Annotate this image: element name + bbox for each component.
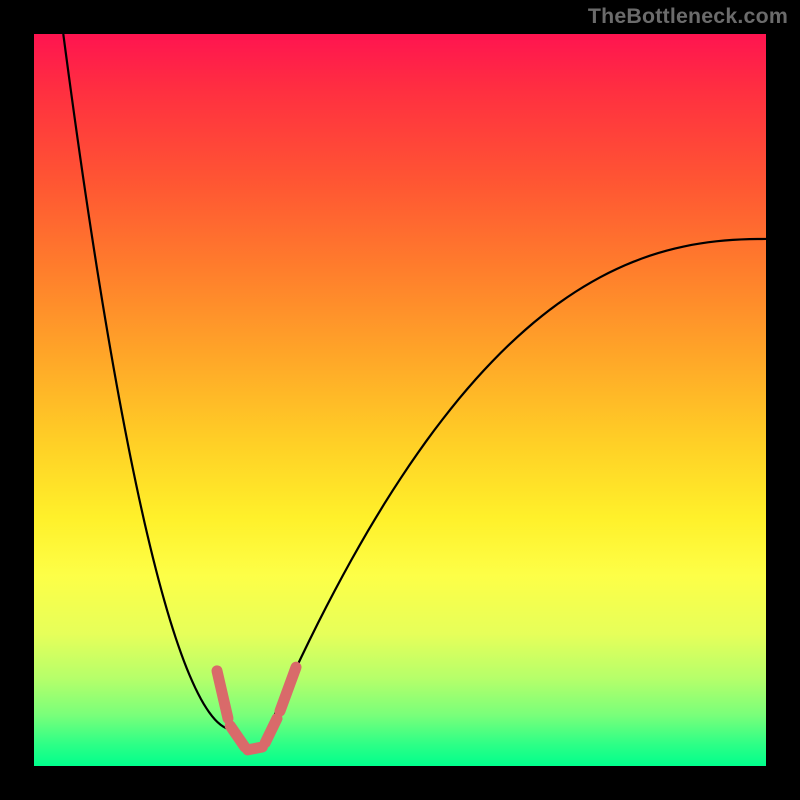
curve-svg <box>34 34 766 766</box>
valley-highlight-seg-3 <box>265 718 277 742</box>
watermark-text: TheBottleneck.com <box>588 4 788 29</box>
valley-highlight-seg-0 <box>217 671 228 719</box>
main-curve <box>63 34 766 750</box>
valley-highlight-seg-1 <box>230 726 245 747</box>
plot-area <box>34 34 766 766</box>
valley-highlight-seg-4 <box>280 667 296 711</box>
outer-frame: TheBottleneck.com <box>0 0 800 800</box>
valley-highlight-seg-2 <box>248 747 263 750</box>
